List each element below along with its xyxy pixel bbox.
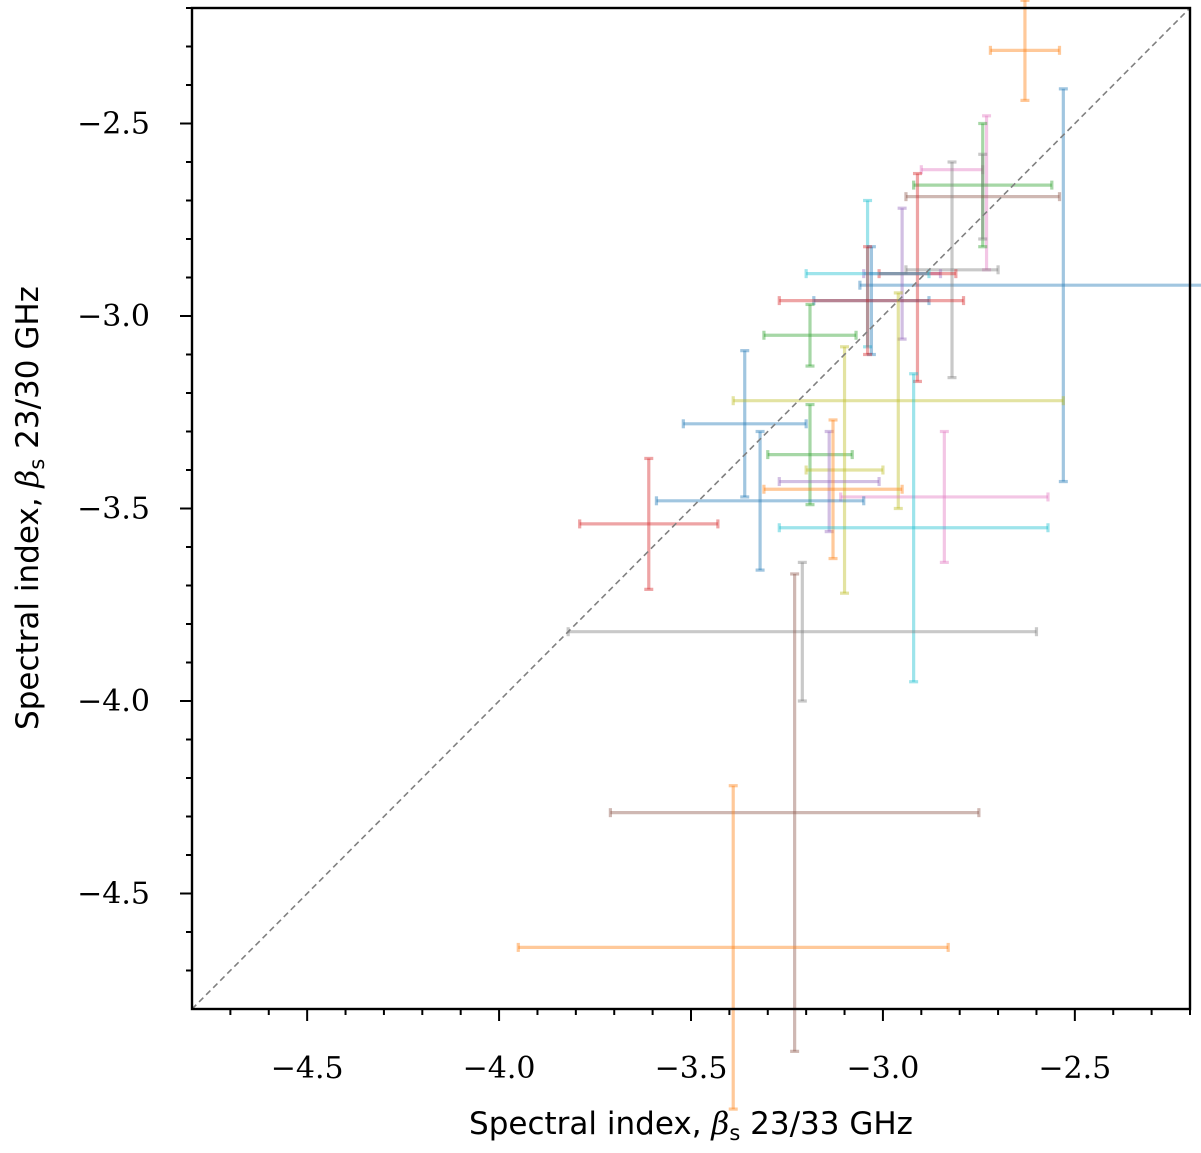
data-point-11 <box>804 198 931 349</box>
y-tick-label: −4.0 <box>77 684 150 719</box>
x-tick-label: −4.5 <box>271 1051 344 1086</box>
data-point-28 <box>516 784 950 1111</box>
y-tick-labels: −4.5 −4.0 −3.5 −3.0 −2.5 <box>77 107 150 912</box>
y-tick-label: −2.5 <box>77 107 150 142</box>
data-point-27 <box>608 572 981 1053</box>
data-point-23 <box>654 429 866 572</box>
data-point-16 <box>681 349 808 499</box>
data-point-10 <box>877 269 958 279</box>
data-point-6 <box>904 192 1062 202</box>
data-point-2 <box>919 165 985 175</box>
data-point-0 <box>988 0 1062 103</box>
reference-line <box>191 7 1191 1010</box>
y-tick-label: −3.0 <box>77 299 150 334</box>
y-tick-label: −3.5 <box>77 492 150 527</box>
data-point-7 <box>912 171 922 384</box>
data-point-1 <box>858 87 1201 484</box>
x-tick-label: −3.0 <box>846 1051 919 1086</box>
data-point-24 <box>777 372 1050 684</box>
x-axis-title: Spectral index, βs 23/33 GHz <box>469 1106 913 1145</box>
data-point-13 <box>863 245 873 357</box>
data-point-8 <box>904 160 1000 380</box>
data-point-20 <box>777 429 881 534</box>
data-point-21 <box>762 418 904 561</box>
data-point-18 <box>766 402 854 507</box>
data-point-5 <box>978 152 988 241</box>
axis-ticks <box>180 7 1191 1021</box>
x-tick-label: −4.0 <box>463 1051 536 1086</box>
y-tick-label: −4.5 <box>77 877 150 912</box>
data-point-9 <box>862 206 943 341</box>
data-point-25 <box>578 456 720 591</box>
data-point-4 <box>912 121 1054 249</box>
errorbar-layer <box>516 0 1201 1111</box>
data-point-22 <box>839 429 1050 565</box>
data-point-3 <box>982 114 992 272</box>
data-point-19 <box>804 345 885 595</box>
data-point-15 <box>762 302 858 368</box>
data-point-26 <box>566 560 1039 703</box>
y-axis-title: Spectral index, βs 23/30 GHz <box>10 286 49 730</box>
data-point-12 <box>812 245 931 357</box>
x-tick-label: −3.5 <box>655 1051 728 1086</box>
x-tick-labels: −4.5 −4.0 −3.5 −3.0 −2.5 <box>271 1051 1112 1086</box>
x-tick-label: −2.5 <box>1038 1051 1111 1086</box>
data-point-14 <box>777 296 966 306</box>
data-point-17 <box>731 291 1065 511</box>
